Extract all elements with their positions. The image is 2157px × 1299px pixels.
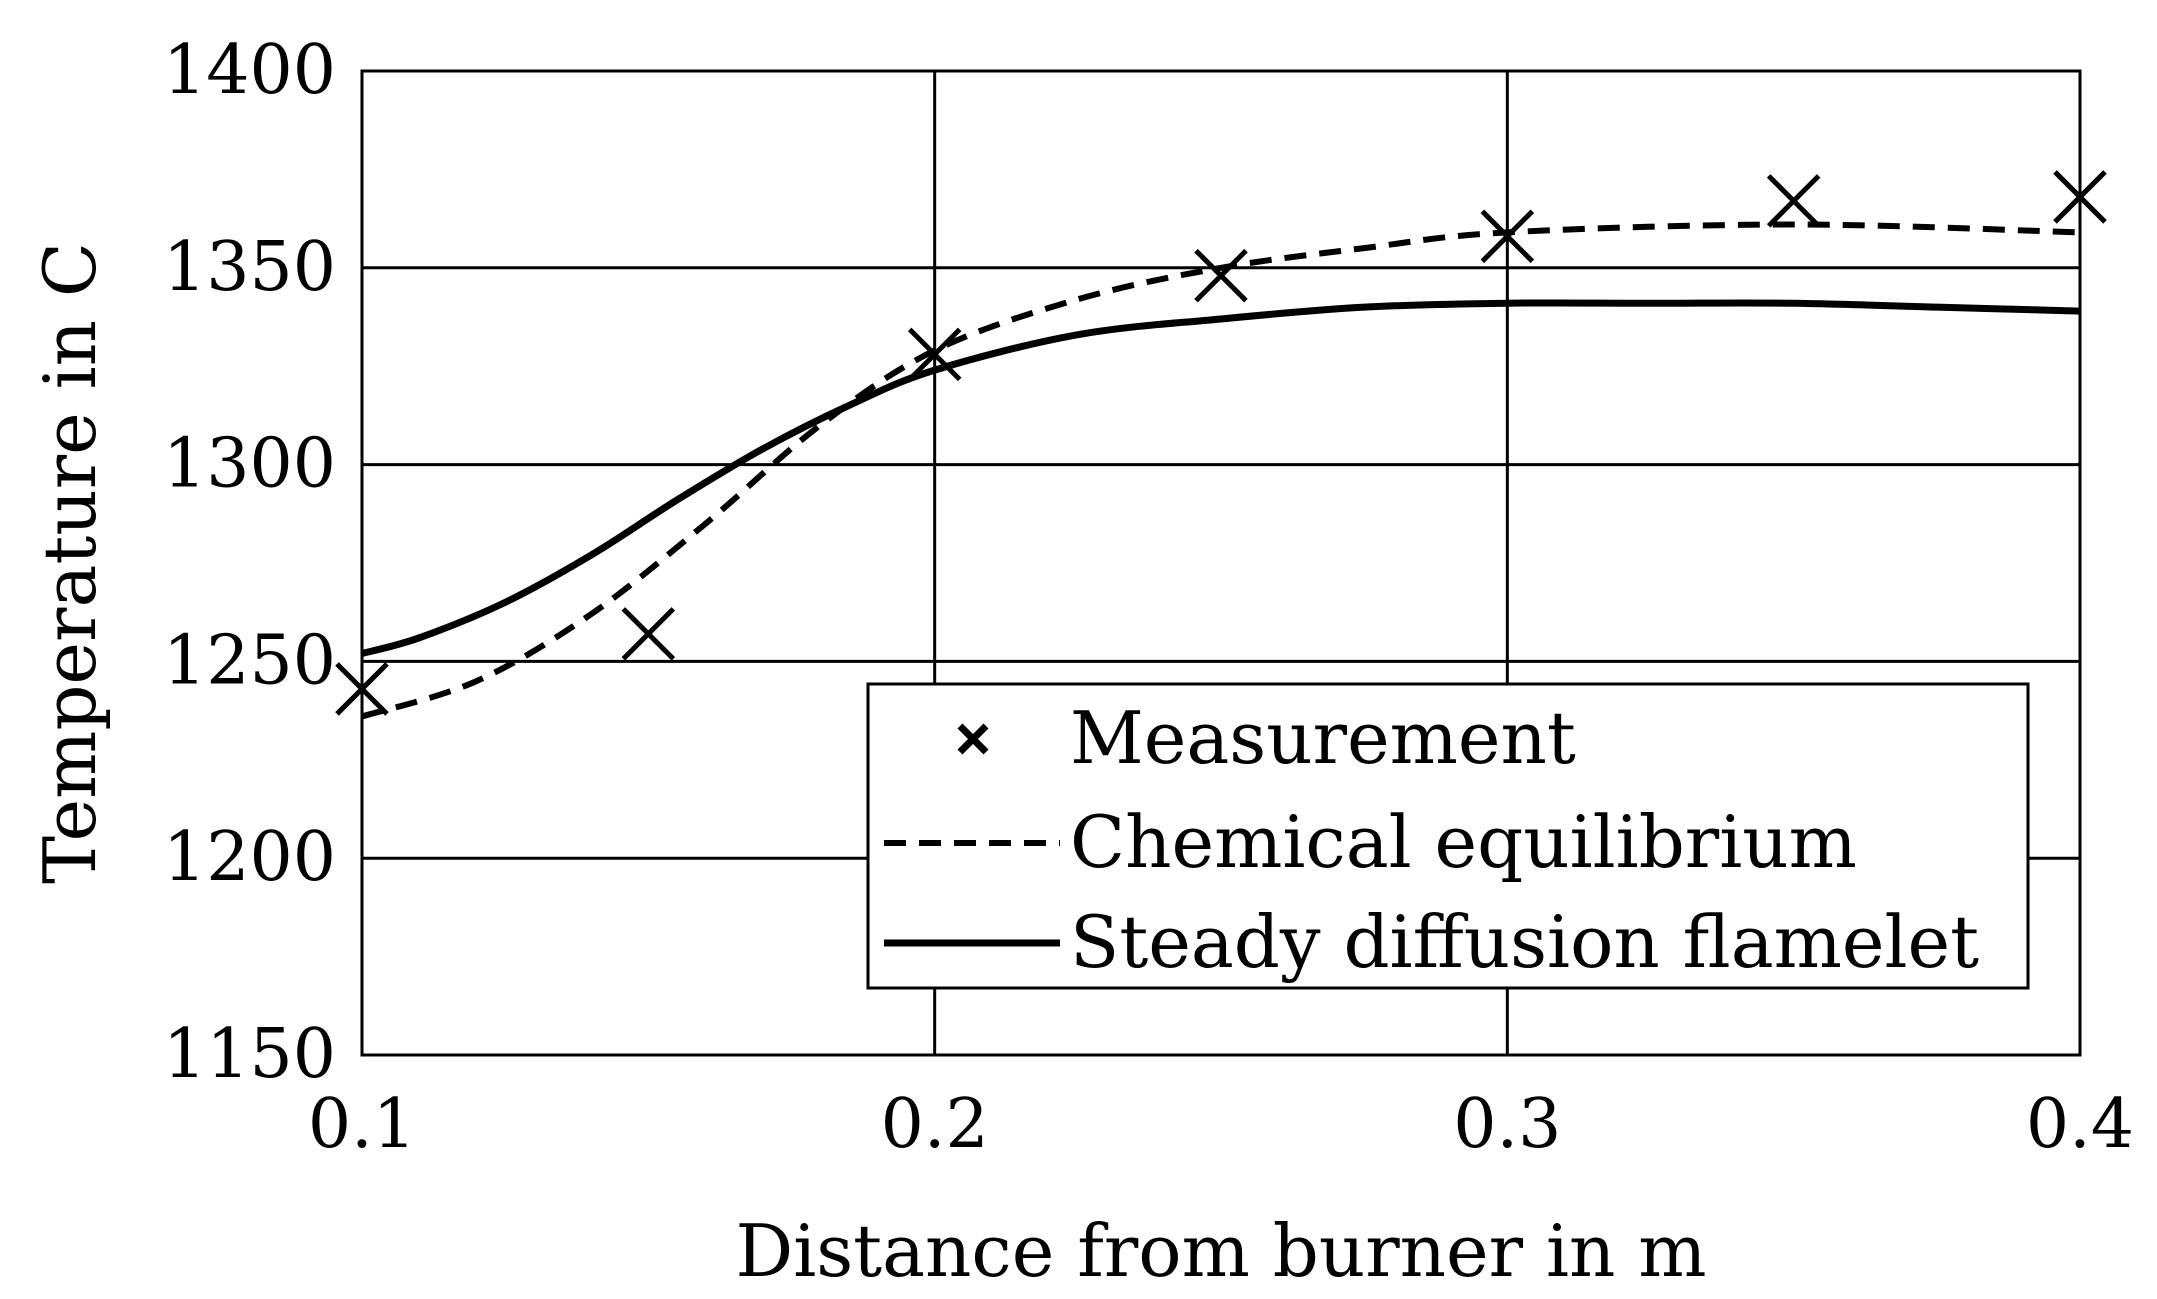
marker-stroke <box>1194 248 1248 303</box>
x-tick-label: 0.3 <box>1453 1085 1561 1164</box>
legend-item-chemical-equilibrium: Chemical equilibrium <box>884 800 1857 884</box>
legend-label: Chemical equilibrium <box>1070 800 1857 884</box>
series-line-steady-diffusion-flamelet <box>361 299 2081 657</box>
y-tick-label: 1400 <box>163 31 336 110</box>
x-tick-label: 0.2 <box>881 1085 989 1164</box>
y-axis-title: Temperature in C <box>28 242 112 884</box>
x-tick-label: 0.4 <box>2026 1085 2134 1164</box>
marker-stroke <box>957 723 989 755</box>
y-tick-label: 1350 <box>163 228 336 307</box>
marker-stroke <box>621 607 676 661</box>
marker-stroke <box>1480 209 1535 264</box>
legend-box <box>866 682 2030 990</box>
measurement-point <box>621 607 676 661</box>
marker-stroke <box>335 662 389 716</box>
x-tick-label: 0.1 <box>308 1085 416 1164</box>
marker-stroke <box>907 327 962 382</box>
marker-stroke <box>2053 170 2107 224</box>
x-axis-title: Distance from burner in m <box>735 1209 1706 1293</box>
measurement-point <box>1480 209 1535 264</box>
legend-item-measurement: Measurement <box>957 696 1576 780</box>
series-layer <box>335 170 2107 720</box>
y-tick-label: 1200 <box>163 818 336 897</box>
y-tick-label: 1250 <box>163 621 336 700</box>
y-tick-labels: 1150 1200 1250 1300 1350 1400 <box>163 31 336 1094</box>
legend-marker <box>957 723 989 755</box>
legend-item-steady-diffusion-flamelet: Steady diffusion flamelet <box>884 900 1979 984</box>
y-tick-label: 1300 <box>163 425 336 504</box>
measurement-point <box>1766 174 1821 228</box>
measurement-point <box>907 327 962 382</box>
measurement-point <box>1194 248 1248 303</box>
x-tick-labels: 0.1 0.2 0.3 0.4 <box>308 1085 2134 1164</box>
measurement-point <box>2053 170 2107 224</box>
series-line-chemical-equilibrium <box>361 221 2081 720</box>
series-measurement <box>335 170 2107 716</box>
y-tick-label: 1150 <box>163 1015 336 1094</box>
plot-area-border <box>360 69 2082 1057</box>
legend: Measurement Chemical equilibrium Steady di… <box>866 682 2030 990</box>
marker-stroke <box>1766 174 1821 228</box>
legend-label: Measurement <box>1070 696 1576 780</box>
measurement-point <box>335 662 389 716</box>
legend-label: Steady diffusion flamelet <box>1070 900 1979 984</box>
